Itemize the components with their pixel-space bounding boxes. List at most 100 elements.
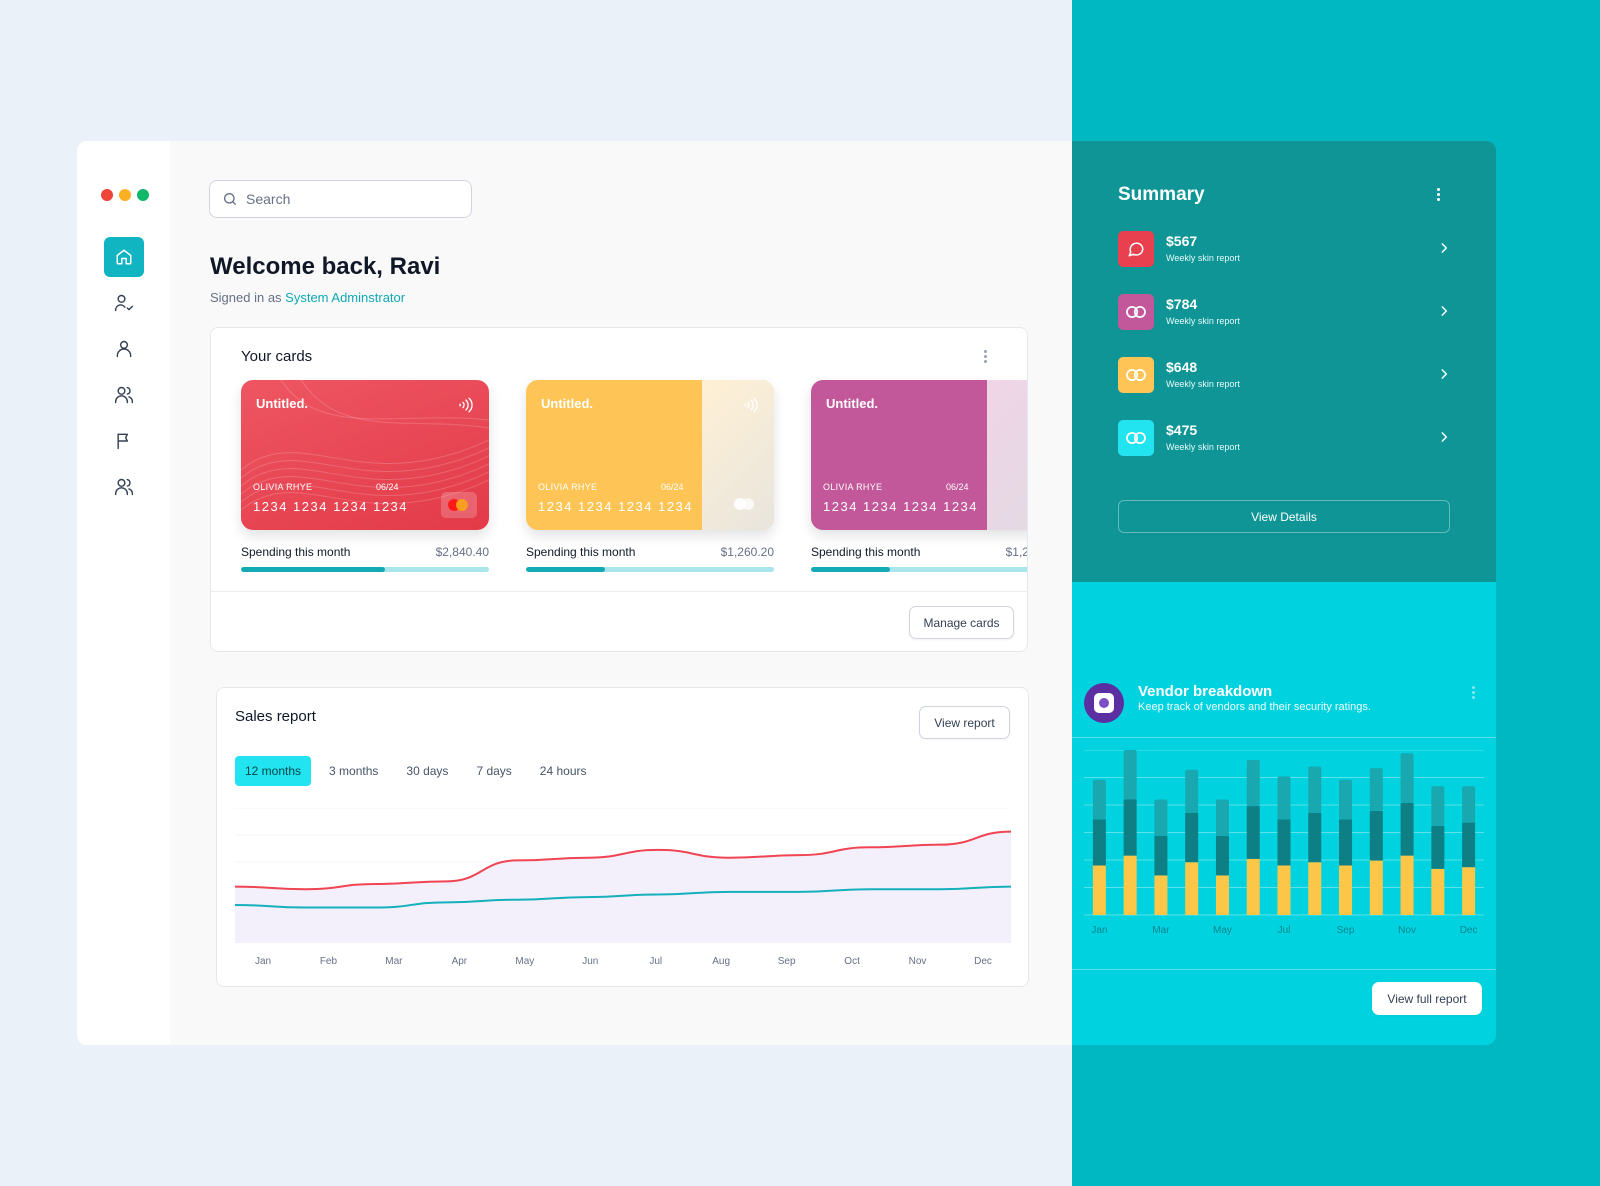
card-holder: OLIVIA RHYE	[253, 482, 313, 492]
tab-3-months[interactable]: 3 months	[329, 764, 379, 778]
search-input[interactable]	[246, 191, 446, 207]
x-tick-label: Oct	[844, 956, 860, 967]
x-tick-label: May	[1213, 925, 1232, 936]
spend-label: Spending this month	[811, 545, 921, 559]
view-report-button[interactable]: View report	[919, 706, 1010, 739]
summary-label: Weekly skin report	[1166, 316, 1240, 326]
card-item[interactable]: Untitled. OLIVIA RHYE 06/24 1234 1234 12…	[811, 380, 1028, 572]
chevron-right-icon[interactable]	[1437, 304, 1451, 318]
nav-home[interactable]	[104, 237, 144, 277]
vendor-bar-segment	[1154, 875, 1168, 915]
x-tick-label: Jun	[582, 956, 599, 967]
vendor-bar-segment	[1339, 779, 1353, 820]
card-glass	[987, 380, 1027, 530]
x-tick-label: Sep	[777, 956, 796, 967]
search-box[interactable]	[209, 180, 472, 218]
spend-value: $1,260.20	[720, 545, 774, 559]
tab-12-months[interactable]: 12 months	[235, 756, 312, 786]
spend-value: $1,260.20	[1005, 545, 1028, 559]
cards-more-icon[interactable]	[984, 350, 987, 363]
users-icon	[114, 386, 134, 404]
spend-progress-fill	[811, 567, 891, 572]
spend-progress-fill	[241, 567, 385, 572]
summary-amount: $475	[1166, 422, 1198, 438]
minimize-dot[interactable]	[119, 189, 131, 201]
spend-row: Spending this month $1,260.20	[526, 545, 774, 559]
sales-series-line-1	[235, 885, 1011, 909]
view-full-report-button[interactable]: View full report	[1372, 982, 1482, 1015]
card-item[interactable]: Untitled. OLIVIA RHYE 06/24 1234 1234 12…	[241, 380, 489, 572]
card-pattern	[241, 380, 489, 511]
x-tick-label: Aug	[712, 956, 731, 967]
chevron-right-icon[interactable]	[1437, 430, 1451, 444]
summary-more-icon[interactable]	[1437, 188, 1440, 201]
nav-flag[interactable]	[104, 421, 144, 461]
vendor-bar-segment	[1369, 811, 1383, 861]
vendor-bar-segment	[1123, 799, 1137, 856]
close-dot[interactable]	[101, 189, 113, 201]
summary-label: Weekly skin report	[1166, 442, 1240, 452]
vendor-bar-segment	[1369, 860, 1383, 915]
credit-card[interactable]: Untitled. OLIVIA RHYE 06/24 1234 1234 12…	[526, 380, 774, 530]
signed-prefix: Signed in as	[210, 290, 286, 305]
nav-team[interactable]	[104, 467, 144, 507]
window-controls	[101, 189, 149, 201]
vendor-bar-chart: Jan Mar May Jul Sep Nov Dec	[1084, 750, 1484, 936]
vendor-title: Vendor breakdown	[1138, 683, 1273, 700]
x-tick-label: Jul	[1278, 925, 1291, 936]
sales-series-line-0	[235, 830, 1011, 891]
summary-amount: $784	[1166, 296, 1198, 312]
x-tick-label: Jan	[1091, 925, 1107, 936]
vendor-bar-segment	[1185, 862, 1199, 915]
tab-24-hours[interactable]: 24 hours	[539, 764, 587, 778]
view-details-button[interactable]: View Details	[1118, 500, 1450, 533]
search-icon	[224, 193, 236, 205]
vendor-bar-segment	[1092, 865, 1106, 915]
spend-progress-fill	[526, 567, 606, 572]
sales-title: Sales report	[235, 708, 316, 725]
summary-panel: Summary $567 Weekly skin report $784 Wee…	[1072, 141, 1496, 582]
sales-area	[235, 831, 1011, 943]
tab-30-days[interactable]: 30 days	[406, 764, 449, 778]
vendor-bar-segment	[1123, 855, 1137, 915]
vendor-more-icon[interactable]	[1472, 686, 1475, 699]
x-tick-label: Feb	[319, 956, 338, 967]
x-tick-label: Mar	[1152, 925, 1170, 936]
card-holder: OLIVIA RHYE	[823, 482, 883, 492]
home-icon	[116, 249, 132, 265]
team-icon	[114, 478, 134, 496]
credit-card[interactable]: Untitled. OLIVIA RHYE 06/24 1234 1234 12…	[811, 380, 1027, 530]
summary-item[interactable]: $648 Weekly skin report	[1118, 357, 1451, 397]
rings-icon	[1118, 294, 1154, 330]
vendor-bar-segment	[1246, 806, 1260, 859]
summary-item[interactable]: $475 Weekly skin report	[1118, 420, 1451, 460]
nav-users[interactable]	[104, 375, 144, 415]
x-tick-label: Apr	[451, 956, 468, 967]
credit-card[interactable]: Untitled. OLIVIA RHYE 06/24 1234 1234 12…	[241, 380, 489, 530]
card-item[interactable]: Untitled. OLIVIA RHYE 06/24 1234 1234 12…	[526, 380, 774, 572]
summary-label: Weekly skin report	[1166, 253, 1240, 263]
spend-label: Spending this month	[526, 545, 636, 559]
vendor-logo-icon	[1084, 683, 1124, 723]
vendor-bar-segment	[1277, 819, 1291, 866]
rings-icon	[1118, 420, 1154, 456]
vendor-bar-segment	[1462, 786, 1476, 823]
tab-7-days[interactable]: 7 days	[476, 764, 512, 778]
chevron-right-icon[interactable]	[1437, 241, 1451, 255]
nav-user-check[interactable]	[104, 283, 144, 323]
vendor-bar-segment	[1215, 799, 1229, 836]
vendor-bar-segment	[1339, 819, 1353, 866]
spend-row: Spending this month $1,260.20	[811, 545, 1028, 559]
maximize-dot[interactable]	[137, 189, 149, 201]
vendor-subtitle: Keep track of vendors and their security…	[1138, 701, 1371, 713]
divider	[1072, 737, 1496, 738]
summary-item[interactable]: $567 Weekly skin report	[1118, 231, 1451, 271]
x-tick-label: May	[515, 956, 535, 967]
summary-item[interactable]: $784 Weekly skin report	[1118, 294, 1451, 334]
role-link[interactable]: System Adminstrator	[285, 290, 406, 305]
nav-user[interactable]	[104, 329, 144, 369]
manage-cards-button[interactable]: Manage cards	[909, 606, 1014, 639]
chevron-right-icon[interactable]	[1437, 367, 1451, 381]
spend-label: Spending this month	[241, 545, 351, 559]
spend-progress	[526, 567, 774, 572]
